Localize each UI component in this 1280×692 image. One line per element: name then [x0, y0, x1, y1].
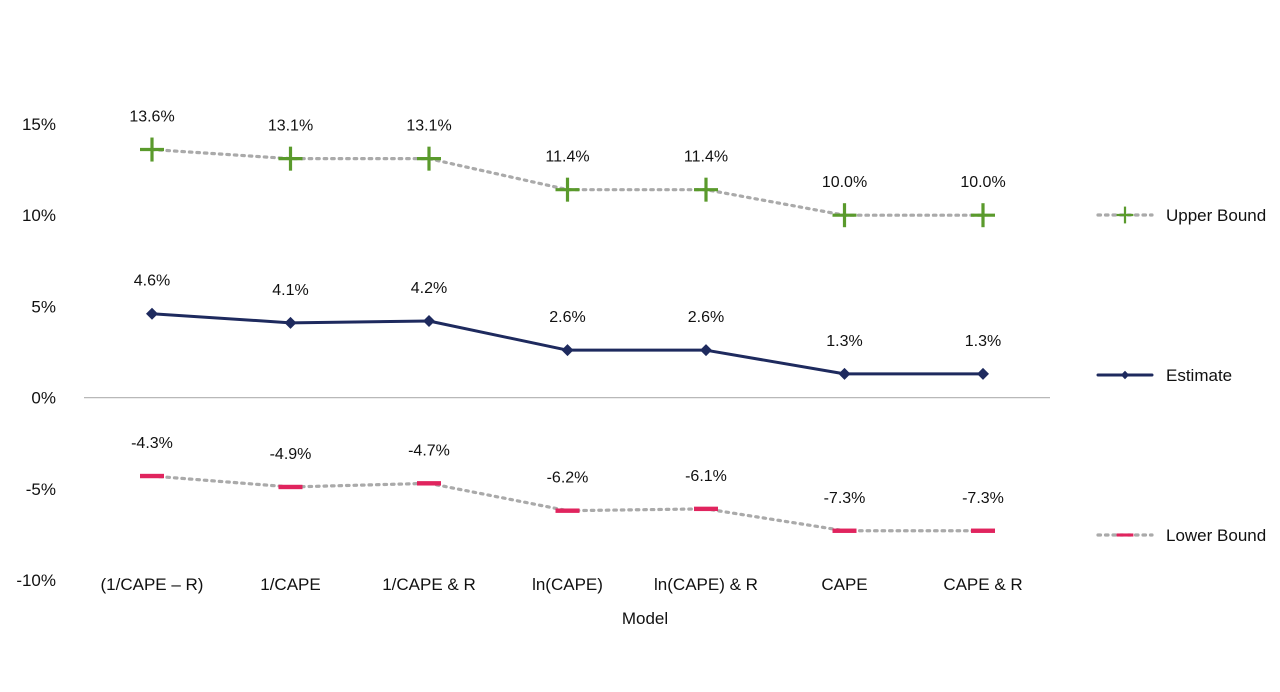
estimate-data-label: 1.3%	[965, 333, 1001, 350]
legend-marker	[1116, 533, 1134, 537]
x-tick-label: 1/CAPE & R	[382, 575, 476, 594]
legend-item-lower-bound: Lower Bound	[1096, 526, 1266, 545]
x-axis-title: Model	[622, 609, 668, 628]
upper-bound-marker	[971, 203, 995, 228]
series-estimate	[146, 307, 989, 380]
upper-bound-marker	[417, 146, 441, 171]
estimate-data-label: 2.6%	[549, 309, 585, 326]
estimate-marker	[977, 367, 989, 380]
lower-bound-data-label: -7.3%	[962, 490, 1004, 507]
y-tick-label: -10%	[16, 571, 56, 590]
x-tick-label: ln(CAPE)	[532, 575, 603, 594]
lower-bound-marker	[140, 473, 164, 479]
estimate-data-label: 4.1%	[272, 282, 308, 299]
estimate-data-label: 4.6%	[134, 273, 170, 290]
y-axis-ticks: 15% 10% 5% 0% -5% -10%	[16, 115, 56, 590]
legend-marker	[1120, 370, 1130, 380]
y-tick-label: 15%	[22, 115, 56, 134]
legend-label: Estimate	[1166, 366, 1232, 385]
x-tick-label: CAPE & R	[943, 575, 1022, 594]
series-lower-bound	[140, 473, 995, 533]
legend: Upper Bound Estimate Lower Bound	[1096, 206, 1266, 545]
legend-item-upper-bound: Upper Bound	[1096, 206, 1266, 225]
y-tick-label: 10%	[22, 206, 56, 225]
legend-label: Upper Bound	[1166, 206, 1266, 225]
x-tick-label: (1/CAPE – R)	[101, 575, 204, 594]
lower-bound-marker	[832, 528, 857, 533]
upper-bound-data-label: 13.1%	[268, 118, 313, 135]
lower-bound-marker	[278, 484, 303, 490]
estimate-marker	[284, 316, 297, 329]
lower-bound-marker	[694, 506, 718, 512]
upper-bound-data-label: 13.6%	[129, 109, 174, 126]
lower-bound-marker	[417, 481, 441, 486]
upper-bound-data-label: 10.0%	[960, 174, 1005, 191]
legend-marker	[1116, 206, 1134, 224]
lower-bound-data-label: -7.3%	[824, 490, 866, 507]
y-tick-label: 0%	[31, 389, 56, 408]
upper-bound-marker	[278, 146, 303, 171]
series-upper-bound	[140, 137, 995, 228]
lower-bound-data-label: -4.7%	[408, 442, 450, 459]
estimate-marker	[146, 307, 158, 320]
lower-bound-data-label: -4.3%	[131, 435, 173, 452]
data-labels: 13.6% 13.1% 13.1% 11.4% 11.4% 10.0% 10.0% 4.6% 4…	[129, 109, 1005, 507]
upper-bound-marker	[555, 177, 580, 202]
upper-bound-marker	[140, 137, 164, 162]
upper-bound-data-label: 11.4%	[684, 149, 728, 166]
series-layer	[140, 137, 995, 533]
estimate-data-label: 1.3%	[826, 333, 862, 350]
lower-bound-marker	[555, 508, 580, 513]
x-tick-label: ln(CAPE) & R	[654, 575, 758, 594]
y-tick-label: -5%	[26, 480, 56, 499]
estimate-data-label: 2.6%	[688, 309, 724, 326]
upper-bound-marker	[694, 177, 718, 202]
x-tick-label: CAPE	[821, 575, 867, 594]
upper-bound-data-label: 13.1%	[406, 118, 451, 135]
lower-bound-marker	[971, 528, 995, 533]
estimate-marker	[838, 367, 851, 380]
estimate-marker	[561, 344, 574, 357]
estimate-marker	[423, 314, 435, 327]
upper-bound-data-label: 11.4%	[545, 149, 589, 166]
x-tick-label: 1/CAPE	[260, 575, 320, 594]
legend-item-estimate: Estimate	[1096, 366, 1232, 385]
lower-bound-data-label: -6.2%	[547, 470, 589, 487]
estimate-marker	[700, 344, 712, 357]
upper-bound-data-label: 10.0%	[822, 174, 867, 191]
upper-bound-marker	[832, 203, 857, 228]
lower-bound-data-label: -6.1%	[685, 468, 727, 485]
legend-label: Lower Bound	[1166, 526, 1266, 545]
lower-bound-data-label: -4.9%	[270, 446, 312, 463]
y-tick-label: 5%	[31, 297, 56, 316]
estimate-data-label: 4.2%	[411, 280, 447, 297]
x-axis-ticks: (1/CAPE – R) 1/CAPE 1/CAPE & R ln(CAPE) ln(C…	[101, 575, 1023, 594]
